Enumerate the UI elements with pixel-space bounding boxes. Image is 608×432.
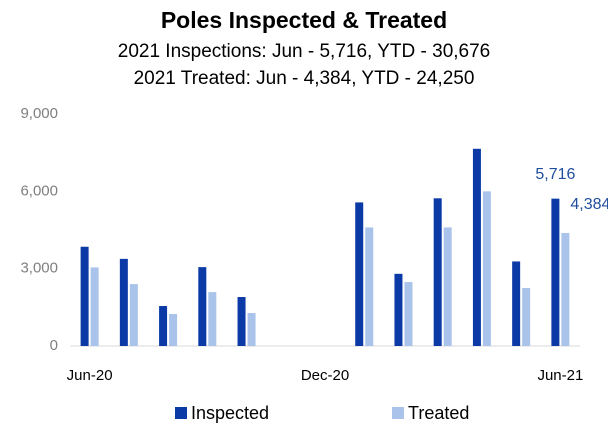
y-tick-label: 3,000 xyxy=(20,260,58,277)
y-tick-label: 9,000 xyxy=(20,105,58,122)
bar xyxy=(512,261,521,346)
x-tick-label: Dec-20 xyxy=(301,367,349,384)
bar xyxy=(404,282,413,346)
legend-swatch xyxy=(392,407,404,419)
bar xyxy=(159,306,168,346)
chart-subtitle: 2021 Treated: Jun - 4,384, YTD - 24,250 xyxy=(134,68,475,89)
bar xyxy=(365,227,374,346)
chart-subtitle: 2021 Inspections: Jun - 5,716, YTD - 30,… xyxy=(118,41,491,62)
x-tick-label: Jun-21 xyxy=(537,367,583,384)
chart-title: Poles Inspected & Treated xyxy=(161,7,447,33)
bar xyxy=(522,288,531,346)
bar xyxy=(169,314,178,346)
bar xyxy=(443,227,452,346)
x-tick-label: Jun-20 xyxy=(67,367,113,384)
bar xyxy=(355,202,364,346)
bar xyxy=(472,148,481,346)
legend-swatch xyxy=(175,407,187,419)
data-label: 4,384 xyxy=(570,196,608,213)
bar xyxy=(551,198,560,346)
bar xyxy=(237,297,246,346)
data-label: 5,716 xyxy=(535,166,575,183)
bar xyxy=(90,267,99,346)
bar xyxy=(482,191,491,346)
bar xyxy=(394,273,403,346)
bar xyxy=(198,267,207,346)
y-tick-label: 6,000 xyxy=(20,182,58,199)
bar xyxy=(129,284,138,346)
bar xyxy=(433,198,442,346)
bar xyxy=(119,258,128,346)
bar xyxy=(80,246,89,346)
legend-label: Inspected xyxy=(191,403,269,423)
legend-label: Treated xyxy=(408,403,469,423)
bar xyxy=(561,232,570,346)
bar xyxy=(247,313,256,346)
bar xyxy=(208,292,217,346)
y-tick-label: 0 xyxy=(50,337,58,354)
